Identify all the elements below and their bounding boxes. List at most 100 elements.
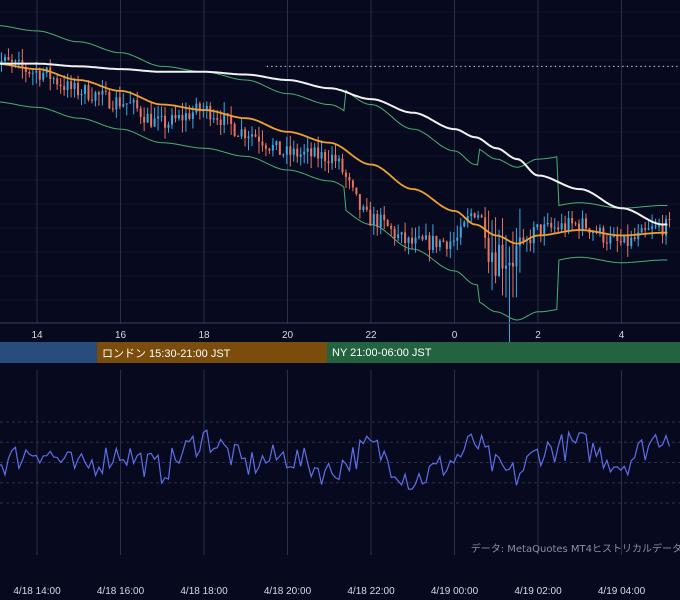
candle-body	[251, 134, 254, 137]
session-bar-ny: NY 21:00-06:00 JST	[327, 342, 680, 363]
candle-body	[101, 90, 104, 95]
date-tick-label: 4/18 22:00	[347, 586, 395, 597]
candle-body	[275, 141, 278, 145]
candle-body	[247, 136, 250, 139]
hour-tick-label: 2	[535, 330, 541, 341]
candle-body	[94, 92, 97, 101]
candle-body	[522, 237, 525, 242]
candle-body	[605, 242, 608, 244]
candle-body	[254, 134, 257, 137]
candle-body	[90, 99, 93, 101]
candle-body	[334, 154, 337, 162]
candle-body	[170, 115, 173, 125]
candle-body	[174, 115, 177, 119]
candle-body	[393, 228, 396, 239]
date-tick-label: 4/19 02:00	[514, 586, 562, 597]
candle-body	[87, 85, 90, 100]
candle-body	[212, 118, 215, 120]
candle-body	[539, 224, 542, 236]
lower-band-line	[0, 101, 668, 321]
candle-body	[111, 108, 114, 110]
candle-body	[491, 252, 494, 262]
candle-body	[209, 105, 212, 120]
candle-body	[431, 235, 434, 250]
candle-body	[28, 72, 31, 74]
candle-body	[285, 146, 288, 155]
candle-body	[205, 105, 208, 110]
candle-body	[369, 209, 372, 226]
candle-body	[585, 218, 588, 229]
candle-body	[157, 116, 160, 119]
candle-body	[188, 113, 191, 120]
candle-body	[515, 245, 518, 267]
candle-body	[362, 206, 365, 210]
candle-body	[184, 113, 187, 121]
candle-body	[42, 72, 45, 80]
session-bar-london: ロンドン 15:30-21:00 JST	[97, 342, 327, 363]
moving-average-line	[0, 62, 668, 245]
candle-body	[271, 144, 274, 151]
candle-body	[529, 239, 532, 244]
candle-body	[473, 213, 476, 218]
candle-body	[80, 93, 83, 96]
candle-body	[223, 113, 226, 125]
candle-body	[181, 114, 184, 121]
candle-body	[268, 148, 271, 151]
candle-body	[630, 237, 633, 246]
session-label-london: ロンドン 15:30-21:00 JST	[102, 347, 231, 360]
candle-body	[139, 108, 142, 117]
candle-body	[320, 152, 323, 159]
candle-body	[282, 154, 285, 156]
oscillator-gridlines	[0, 421, 680, 504]
candle-body	[66, 81, 69, 91]
candle-body	[445, 241, 448, 249]
candle-body	[331, 154, 334, 164]
candle-body	[626, 234, 629, 246]
candle-body	[108, 91, 111, 109]
candle-body	[411, 237, 414, 244]
candle-body	[424, 235, 427, 240]
candle-body	[52, 78, 55, 80]
candle-body	[508, 262, 511, 266]
date-tick-label: 4/18 14:00	[13, 586, 61, 597]
candle-body	[129, 102, 132, 104]
candle-body	[143, 116, 146, 123]
candle-body	[390, 226, 393, 229]
candle-body	[97, 92, 100, 95]
candle-body	[337, 158, 340, 162]
candle-body	[633, 237, 636, 240]
session-label-ny: NY 21:00-06:00 JST	[332, 346, 432, 359]
candle-body	[348, 176, 351, 181]
candle-body	[195, 103, 198, 113]
candle-body	[191, 112, 194, 120]
candle-body	[571, 217, 574, 224]
date-tick-label: 4/18 18:00	[180, 586, 228, 597]
candle-body	[518, 237, 521, 246]
hour-tick-label: 4	[619, 330, 625, 341]
candle-body	[550, 222, 553, 228]
candle-body	[344, 172, 347, 177]
candle-body	[160, 115, 163, 117]
candle-body	[609, 235, 612, 244]
date-axis: 4/18 14:00 4/18 16:00 4/18 18:00 4/18 20:00…	[13, 586, 645, 597]
candle-body	[623, 234, 626, 243]
candle-body	[459, 226, 462, 238]
candle-body	[578, 223, 581, 232]
candle-body	[63, 86, 66, 91]
candle-body	[379, 214, 382, 227]
candle-body	[644, 228, 647, 230]
date-tick-label: 4/19 00:00	[431, 586, 479, 597]
candle-body	[132, 100, 135, 103]
candle-body	[658, 225, 661, 227]
hour-tick-label: 16	[115, 330, 127, 341]
candle-body	[177, 114, 180, 119]
candle-body	[421, 236, 424, 240]
candle-body	[400, 232, 403, 235]
candle-body	[407, 237, 410, 244]
candle-body	[167, 124, 170, 128]
candle-body	[146, 113, 149, 123]
candle-body	[438, 240, 441, 248]
candle-body	[560, 223, 563, 230]
candle-body	[230, 115, 233, 124]
